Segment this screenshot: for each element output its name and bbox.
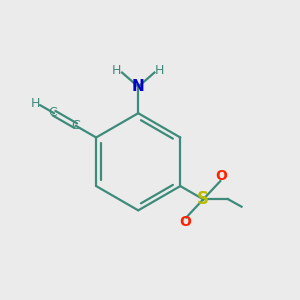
Text: O: O [179, 215, 191, 229]
Text: O: O [215, 169, 227, 183]
Text: C: C [49, 106, 57, 119]
Text: C: C [71, 118, 80, 132]
Text: N: N [132, 79, 145, 94]
Text: H: H [30, 97, 40, 110]
Text: H: H [155, 64, 164, 77]
Text: H: H [112, 64, 122, 77]
Text: S: S [197, 190, 209, 208]
